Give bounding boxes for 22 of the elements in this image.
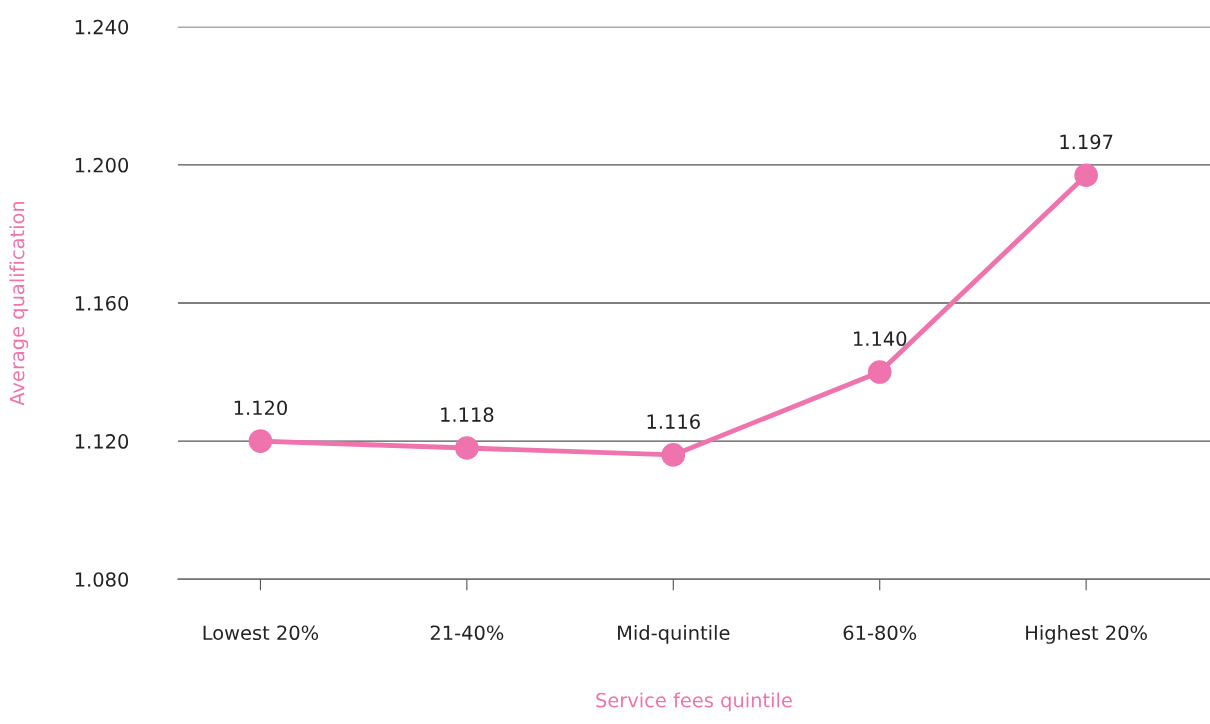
data-label: 1.120: [234, 400, 287, 416]
y-tick-label: 1.080: [75, 572, 129, 587]
y-tick-label: 1.200: [75, 157, 129, 173]
point: [455, 436, 479, 460]
y-tick-label: 1.240: [75, 19, 129, 35]
x-tick-label: Mid-quintile: [618, 625, 730, 644]
y-tick-label: 1.160: [75, 295, 129, 311]
x-tick-label: 21-40%: [430, 625, 504, 641]
point: [661, 443, 686, 467]
point: [248, 429, 273, 453]
x-tick-label: Lowest 20%: [203, 625, 319, 641]
data-label: 1.140: [854, 331, 907, 347]
point: [1074, 163, 1098, 188]
point: [867, 360, 892, 384]
data-label: 1.197: [1060, 134, 1113, 150]
x-tick-label: 61-80%: [843, 625, 917, 641]
data-label: 1.118: [441, 407, 494, 423]
x-tick-label: Highest 20%: [1026, 625, 1147, 644]
x-axis-title: Service fees quintile: [596, 692, 792, 712]
y-axis-title: Average qualification: [9, 201, 29, 406]
data-label: 1.116: [647, 414, 700, 429]
y-tick-label: 1.120: [75, 434, 129, 449]
